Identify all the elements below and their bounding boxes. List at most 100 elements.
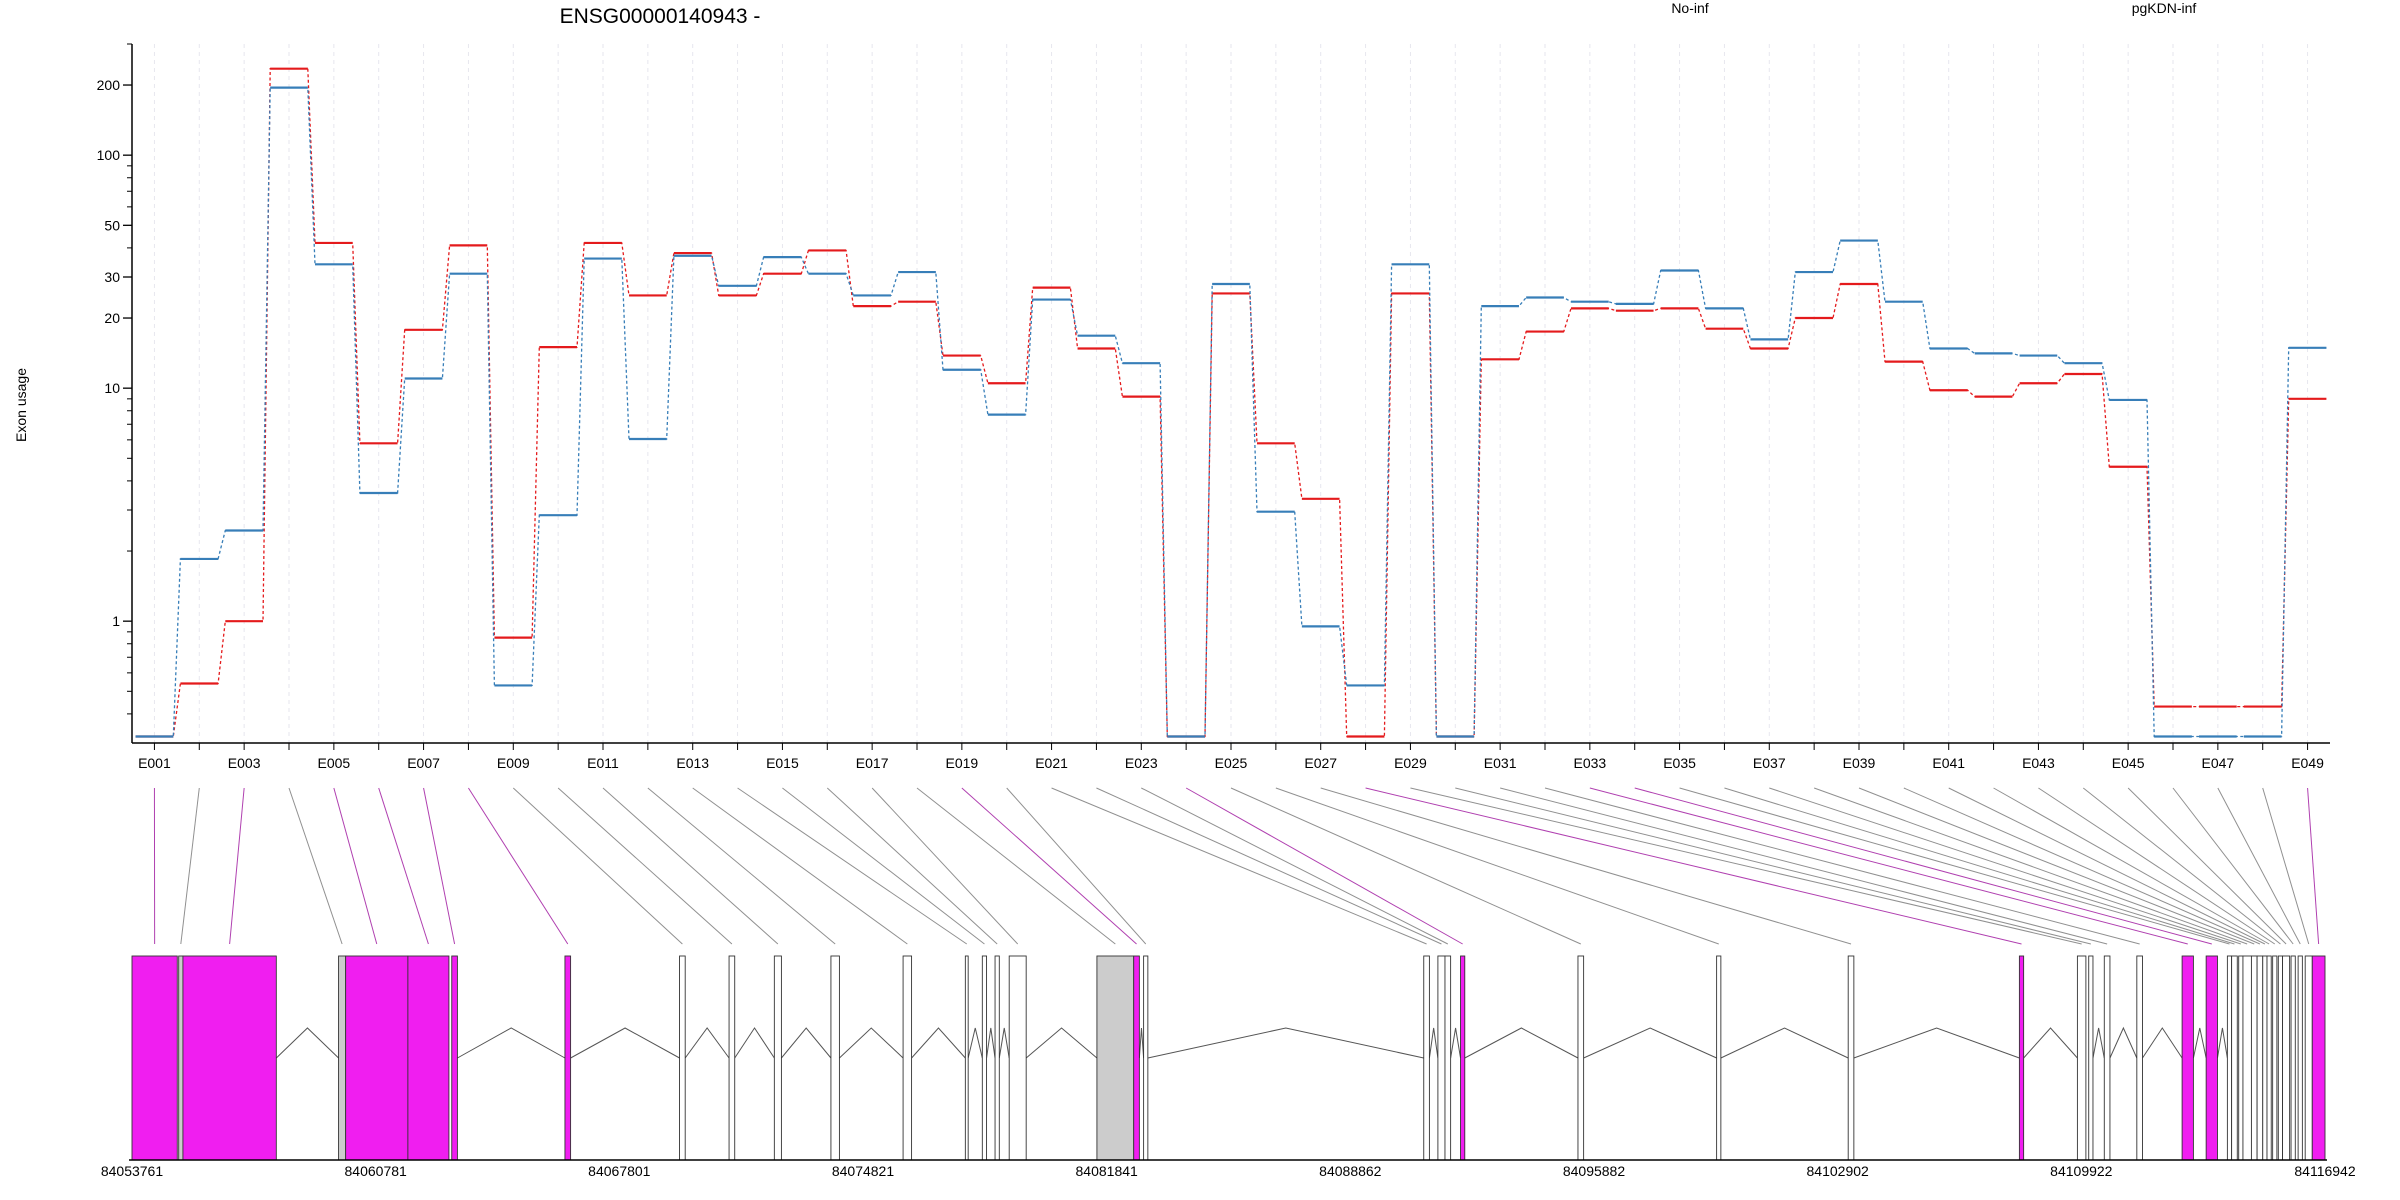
- x-tick-label: E021: [1035, 755, 1068, 771]
- exon-box: [2103, 955, 2111, 1161]
- exon-box: [2277, 955, 2284, 1161]
- y-tick-label: 200: [97, 77, 121, 93]
- intron-line: [998, 1027, 1010, 1059]
- exon-box: [131, 955, 178, 1161]
- genome-tick-label: 84081841: [1076, 1163, 1139, 1179]
- exon-connector: [1500, 787, 2108, 945]
- exon-connector: [2082, 787, 2281, 945]
- exon-connector: [1365, 787, 2022, 945]
- grid-lines: [153, 44, 2309, 743]
- x-tick-label: E027: [1304, 755, 1337, 771]
- intron-line: [1583, 1027, 1717, 1059]
- genome-tick-label: 84109922: [2050, 1163, 2113, 1179]
- x-tick-label: E047: [2202, 755, 2235, 771]
- axes: 1 10 20 30 50 100 200 E001 E003 E005 E007 E009 E011 E…: [97, 43, 2330, 771]
- exon-connector: [1634, 787, 2212, 945]
- exon-box: [2304, 955, 2313, 1161]
- intron-line: [986, 1027, 996, 1059]
- exon-box: [981, 955, 988, 1161]
- exon-box: [1437, 955, 1446, 1161]
- y-tick-label: 100: [97, 147, 121, 163]
- exon-connector: [1410, 787, 2082, 945]
- exon-box: [728, 955, 736, 1161]
- exon-box: [2242, 955, 2252, 1161]
- exon-connector: [916, 787, 1116, 945]
- exon-box: [964, 955, 969, 1161]
- exon-box: [2226, 955, 2233, 1161]
- x-tick-label: E049: [2291, 755, 2324, 771]
- intron-line: [1450, 1027, 1462, 1059]
- exon-box: [1460, 955, 1466, 1161]
- genome-tick-label: 84088862: [1319, 1163, 1382, 1179]
- exon-connector: [1455, 787, 2091, 945]
- exon-connector: [1051, 787, 1427, 945]
- intron-line: [2109, 1026, 2138, 1059]
- exon-box: [564, 955, 572, 1161]
- x-tick-label: E037: [1753, 755, 1786, 771]
- exon-connector: [1320, 787, 1852, 945]
- exon-connector: [782, 787, 985, 945]
- exon-connector: [1948, 787, 2266, 945]
- exon-box: [2181, 955, 2194, 1161]
- intron-line: [781, 1027, 832, 1059]
- intron-line: [2216, 1027, 2228, 1059]
- intron-line: [2192, 1027, 2207, 1059]
- exon-connector: [423, 787, 456, 945]
- x-tick-label: E035: [1663, 755, 1696, 771]
- gene-model: 84053761 84060781 84067801 84074821 84081841…: [101, 955, 2356, 1179]
- exon-connector: [1096, 787, 1442, 945]
- x-tick-label: E009: [497, 755, 530, 771]
- exon-box: [2282, 955, 2291, 1161]
- exon-connector: [557, 787, 733, 945]
- exon-connector: [1275, 787, 1719, 945]
- intron-line: [967, 1027, 983, 1059]
- intron-line: [2092, 1027, 2105, 1059]
- exon-box: [1577, 955, 1585, 1161]
- y-tick-label: 50: [104, 217, 120, 233]
- exon-connector: [1141, 787, 1449, 945]
- y-tick-label: 1: [112, 613, 120, 629]
- intron-line: [275, 1027, 339, 1059]
- exon-connector: [737, 787, 968, 945]
- exon-box: [2205, 955, 2218, 1161]
- exon-box: [2238, 955, 2244, 1161]
- exon-box: [830, 955, 840, 1161]
- intron-line: [734, 1027, 775, 1059]
- intron-line: [911, 1027, 966, 1059]
- exon-box: [1143, 955, 1149, 1161]
- y-tick-label: 10: [104, 380, 120, 396]
- intron-line: [1138, 1027, 1145, 1059]
- genome-tick-label: 84060781: [345, 1163, 408, 1179]
- exon-connector: [1544, 787, 2140, 945]
- exon-connector: [333, 787, 378, 945]
- intron-line: [1464, 1027, 1579, 1059]
- intron-line: [1720, 1027, 1849, 1059]
- x-tick-label: E017: [856, 755, 889, 771]
- x-tick-label: E023: [1125, 755, 1158, 771]
- x-tick-label: E025: [1215, 755, 1248, 771]
- exon-box: [2297, 955, 2303, 1161]
- exon-connector: [692, 787, 908, 945]
- legend-no-inf: No-inf: [1671, 0, 1708, 16]
- x-tick-label: E019: [946, 755, 979, 771]
- exon-connector: [826, 787, 998, 945]
- intron-line: [684, 1027, 730, 1059]
- exon-connector: [2307, 787, 2320, 945]
- exon-box: [2311, 955, 2326, 1161]
- x-tick-label: E015: [766, 755, 799, 771]
- exon-connector: [1858, 787, 2255, 945]
- exon-box: [2272, 955, 2278, 1161]
- x-tick-label: E003: [228, 755, 261, 771]
- x-tick-label: E001: [138, 755, 171, 771]
- exon-box: [2262, 955, 2268, 1161]
- exon-box: [994, 955, 1000, 1161]
- intron-line: [457, 1027, 566, 1059]
- exon-box: [2018, 955, 2025, 1161]
- genome-tick-label: 84053761: [101, 1163, 164, 1179]
- intron-line: [1025, 1027, 1098, 1059]
- exon-connector: [2262, 787, 2310, 945]
- exon-connector: [871, 787, 1019, 945]
- exon-box: [2136, 955, 2143, 1161]
- intron-line: [2023, 1027, 2078, 1059]
- exon-connector: [2127, 787, 2287, 945]
